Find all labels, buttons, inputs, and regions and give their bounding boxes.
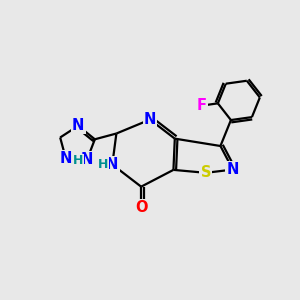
Text: N: N xyxy=(59,151,72,166)
Text: N: N xyxy=(72,118,84,133)
Text: S: S xyxy=(201,165,211,180)
Text: N: N xyxy=(81,152,93,167)
Text: H: H xyxy=(98,158,109,171)
Text: N: N xyxy=(226,162,239,177)
Text: F: F xyxy=(197,98,207,113)
Text: N: N xyxy=(106,157,118,172)
Text: O: O xyxy=(135,200,147,215)
Text: N: N xyxy=(144,112,156,127)
Text: H: H xyxy=(73,154,83,167)
